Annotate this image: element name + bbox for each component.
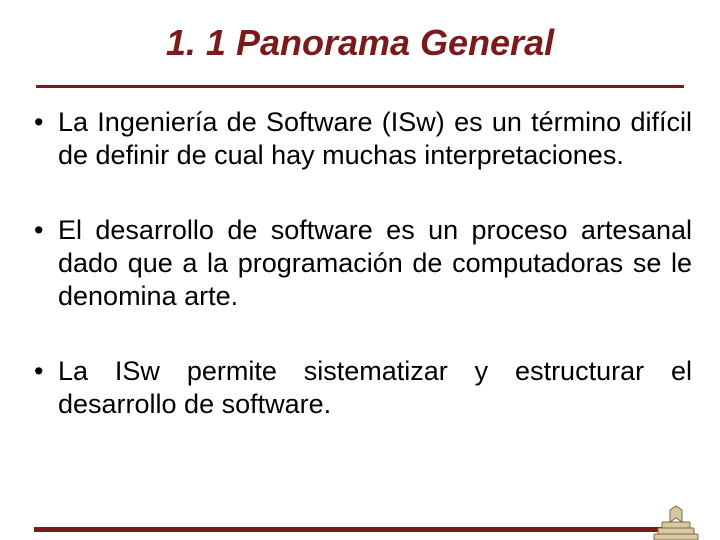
bullet-list: La Ingeniería de Software (ISw) es un té… xyxy=(28,106,692,421)
bullet-text: La Ingeniería de Software (ISw) es un té… xyxy=(58,107,692,170)
list-item: La Ingeniería de Software (ISw) es un té… xyxy=(28,106,692,172)
slide: 1. 1 Panorama General La Ingeniería de S… xyxy=(0,22,720,540)
bullet-text: El desarrollo de software es un proceso … xyxy=(58,215,692,311)
list-item: La ISw permite sistematizar y estructura… xyxy=(28,355,692,421)
books-icon xyxy=(648,504,704,540)
slide-title: 1. 1 Panorama General xyxy=(40,22,680,63)
bottom-rule xyxy=(34,527,686,532)
bullet-text: La ISw permite sistematizar y estructura… xyxy=(58,356,692,419)
list-item: El desarrollo de software es un proceso … xyxy=(28,214,692,313)
title-underline xyxy=(36,85,684,88)
slide-content: La Ingeniería de Software (ISw) es un té… xyxy=(28,106,692,421)
